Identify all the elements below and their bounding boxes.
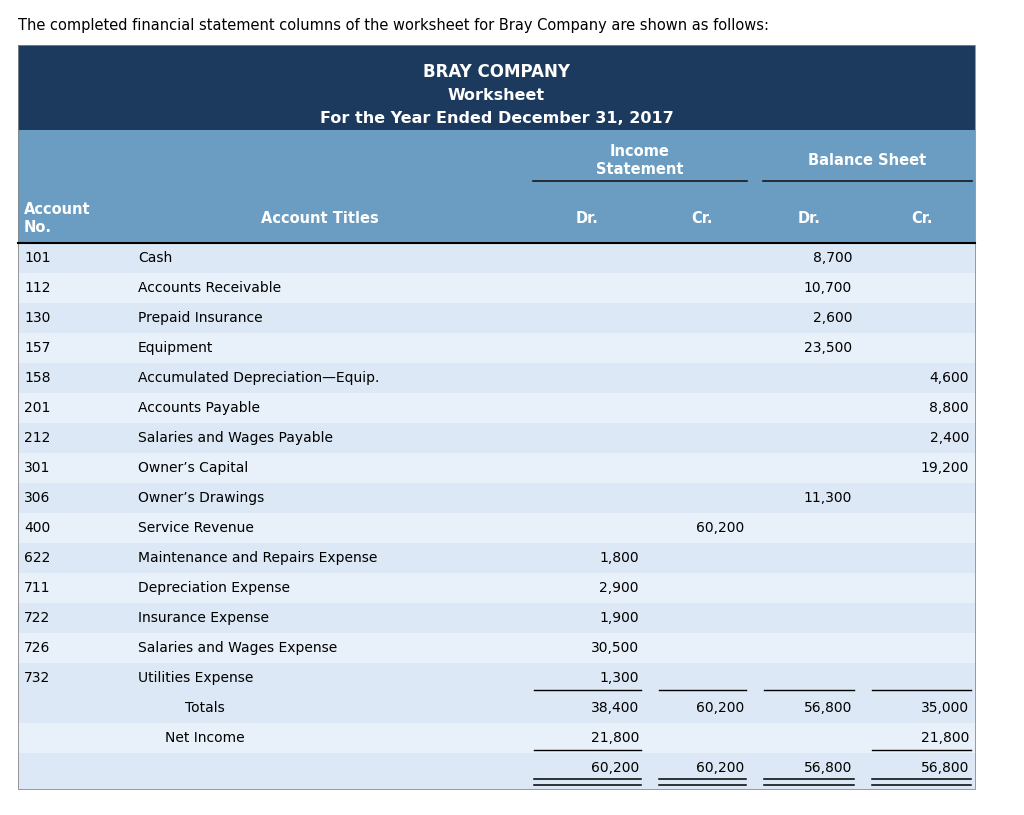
Text: 1,300: 1,300	[599, 671, 639, 685]
Text: 23,500: 23,500	[804, 341, 852, 355]
FancyBboxPatch shape	[18, 603, 975, 633]
Text: 56,800: 56,800	[921, 761, 969, 775]
Text: 201: 201	[24, 401, 50, 415]
FancyBboxPatch shape	[18, 483, 975, 513]
Text: 21,800: 21,800	[591, 731, 639, 745]
FancyBboxPatch shape	[18, 513, 975, 543]
Text: No.: No.	[24, 220, 52, 235]
FancyBboxPatch shape	[18, 393, 975, 423]
Text: Utilities Expense: Utilities Expense	[138, 671, 253, 685]
Text: Account Titles: Account Titles	[261, 211, 379, 226]
Text: 722: 722	[24, 611, 50, 625]
Text: Income: Income	[610, 144, 670, 159]
Text: The completed financial statement columns of the worksheet for Bray Company are : The completed financial statement column…	[18, 18, 769, 33]
FancyBboxPatch shape	[18, 333, 975, 363]
Text: Totals: Totals	[185, 701, 224, 715]
Text: 622: 622	[24, 551, 50, 565]
FancyBboxPatch shape	[18, 663, 975, 693]
FancyBboxPatch shape	[18, 45, 975, 130]
FancyBboxPatch shape	[18, 693, 975, 723]
Text: 60,200: 60,200	[695, 521, 744, 535]
Text: 112: 112	[24, 281, 50, 295]
Text: 1,800: 1,800	[599, 551, 639, 565]
Text: 56,800: 56,800	[804, 701, 852, 715]
Text: For the Year Ended December 31, 2017: For the Year Ended December 31, 2017	[319, 111, 674, 126]
Text: 158: 158	[24, 371, 50, 385]
Text: Maintenance and Repairs Expense: Maintenance and Repairs Expense	[138, 551, 378, 565]
Text: 21,800: 21,800	[921, 731, 969, 745]
Text: 30,500: 30,500	[591, 641, 639, 655]
Text: Salaries and Wages Expense: Salaries and Wages Expense	[138, 641, 337, 655]
FancyBboxPatch shape	[18, 130, 975, 188]
Text: 38,400: 38,400	[591, 701, 639, 715]
Text: 212: 212	[24, 431, 50, 445]
FancyBboxPatch shape	[18, 573, 975, 603]
Text: 301: 301	[24, 461, 50, 475]
Text: BRAY COMPANY: BRAY COMPANY	[423, 63, 570, 81]
FancyBboxPatch shape	[18, 543, 975, 573]
Text: Depreciation Expense: Depreciation Expense	[138, 581, 290, 595]
Text: Owner’s Drawings: Owner’s Drawings	[138, 491, 264, 505]
Text: Service Revenue: Service Revenue	[138, 521, 254, 535]
Text: 130: 130	[24, 311, 50, 325]
Text: Cr.: Cr.	[692, 211, 714, 226]
FancyBboxPatch shape	[18, 188, 975, 243]
Text: Dr.: Dr.	[798, 211, 820, 226]
Text: Insurance Expense: Insurance Expense	[138, 611, 269, 625]
Text: 11,300: 11,300	[804, 491, 852, 505]
FancyBboxPatch shape	[18, 723, 975, 753]
FancyBboxPatch shape	[18, 753, 975, 789]
Text: Net Income: Net Income	[165, 731, 245, 745]
Text: 4,600: 4,600	[930, 371, 969, 385]
Text: 35,000: 35,000	[921, 701, 969, 715]
Text: Salaries and Wages Payable: Salaries and Wages Payable	[138, 431, 333, 445]
Text: 10,700: 10,700	[804, 281, 852, 295]
Text: 711: 711	[24, 581, 50, 595]
Text: 60,200: 60,200	[695, 761, 744, 775]
Text: 8,800: 8,800	[930, 401, 969, 415]
Text: 726: 726	[24, 641, 50, 655]
Text: Worksheet: Worksheet	[447, 88, 545, 103]
FancyBboxPatch shape	[18, 363, 975, 393]
Text: 732: 732	[24, 671, 50, 685]
Text: 56,800: 56,800	[804, 761, 852, 775]
Text: 1,900: 1,900	[599, 611, 639, 625]
Text: Owner’s Capital: Owner’s Capital	[138, 461, 248, 475]
FancyBboxPatch shape	[18, 303, 975, 333]
Text: 2,600: 2,600	[812, 311, 852, 325]
FancyBboxPatch shape	[18, 423, 975, 453]
Text: 60,200: 60,200	[695, 701, 744, 715]
FancyBboxPatch shape	[18, 453, 975, 483]
Text: Balance Sheet: Balance Sheet	[808, 153, 927, 168]
Text: Accounts Payable: Accounts Payable	[138, 401, 260, 415]
Text: Cash: Cash	[138, 251, 172, 265]
FancyBboxPatch shape	[18, 243, 975, 273]
Text: 60,200: 60,200	[591, 761, 639, 775]
Text: Equipment: Equipment	[138, 341, 213, 355]
Text: 157: 157	[24, 341, 50, 355]
Text: 400: 400	[24, 521, 50, 535]
Text: Prepaid Insurance: Prepaid Insurance	[138, 311, 262, 325]
Text: 306: 306	[24, 491, 50, 505]
Text: Account: Account	[24, 202, 91, 217]
Text: 8,700: 8,700	[812, 251, 852, 265]
Text: 2,400: 2,400	[930, 431, 969, 445]
Text: 19,200: 19,200	[921, 461, 969, 475]
Text: Accumulated Depreciation—Equip.: Accumulated Depreciation—Equip.	[138, 371, 379, 385]
Text: Statement: Statement	[596, 162, 684, 177]
Text: 101: 101	[24, 251, 50, 265]
FancyBboxPatch shape	[18, 633, 975, 663]
Text: Accounts Receivable: Accounts Receivable	[138, 281, 282, 295]
Text: Cr.: Cr.	[910, 211, 932, 226]
Text: 2,900: 2,900	[599, 581, 639, 595]
Text: Dr.: Dr.	[577, 211, 599, 226]
FancyBboxPatch shape	[18, 273, 975, 303]
